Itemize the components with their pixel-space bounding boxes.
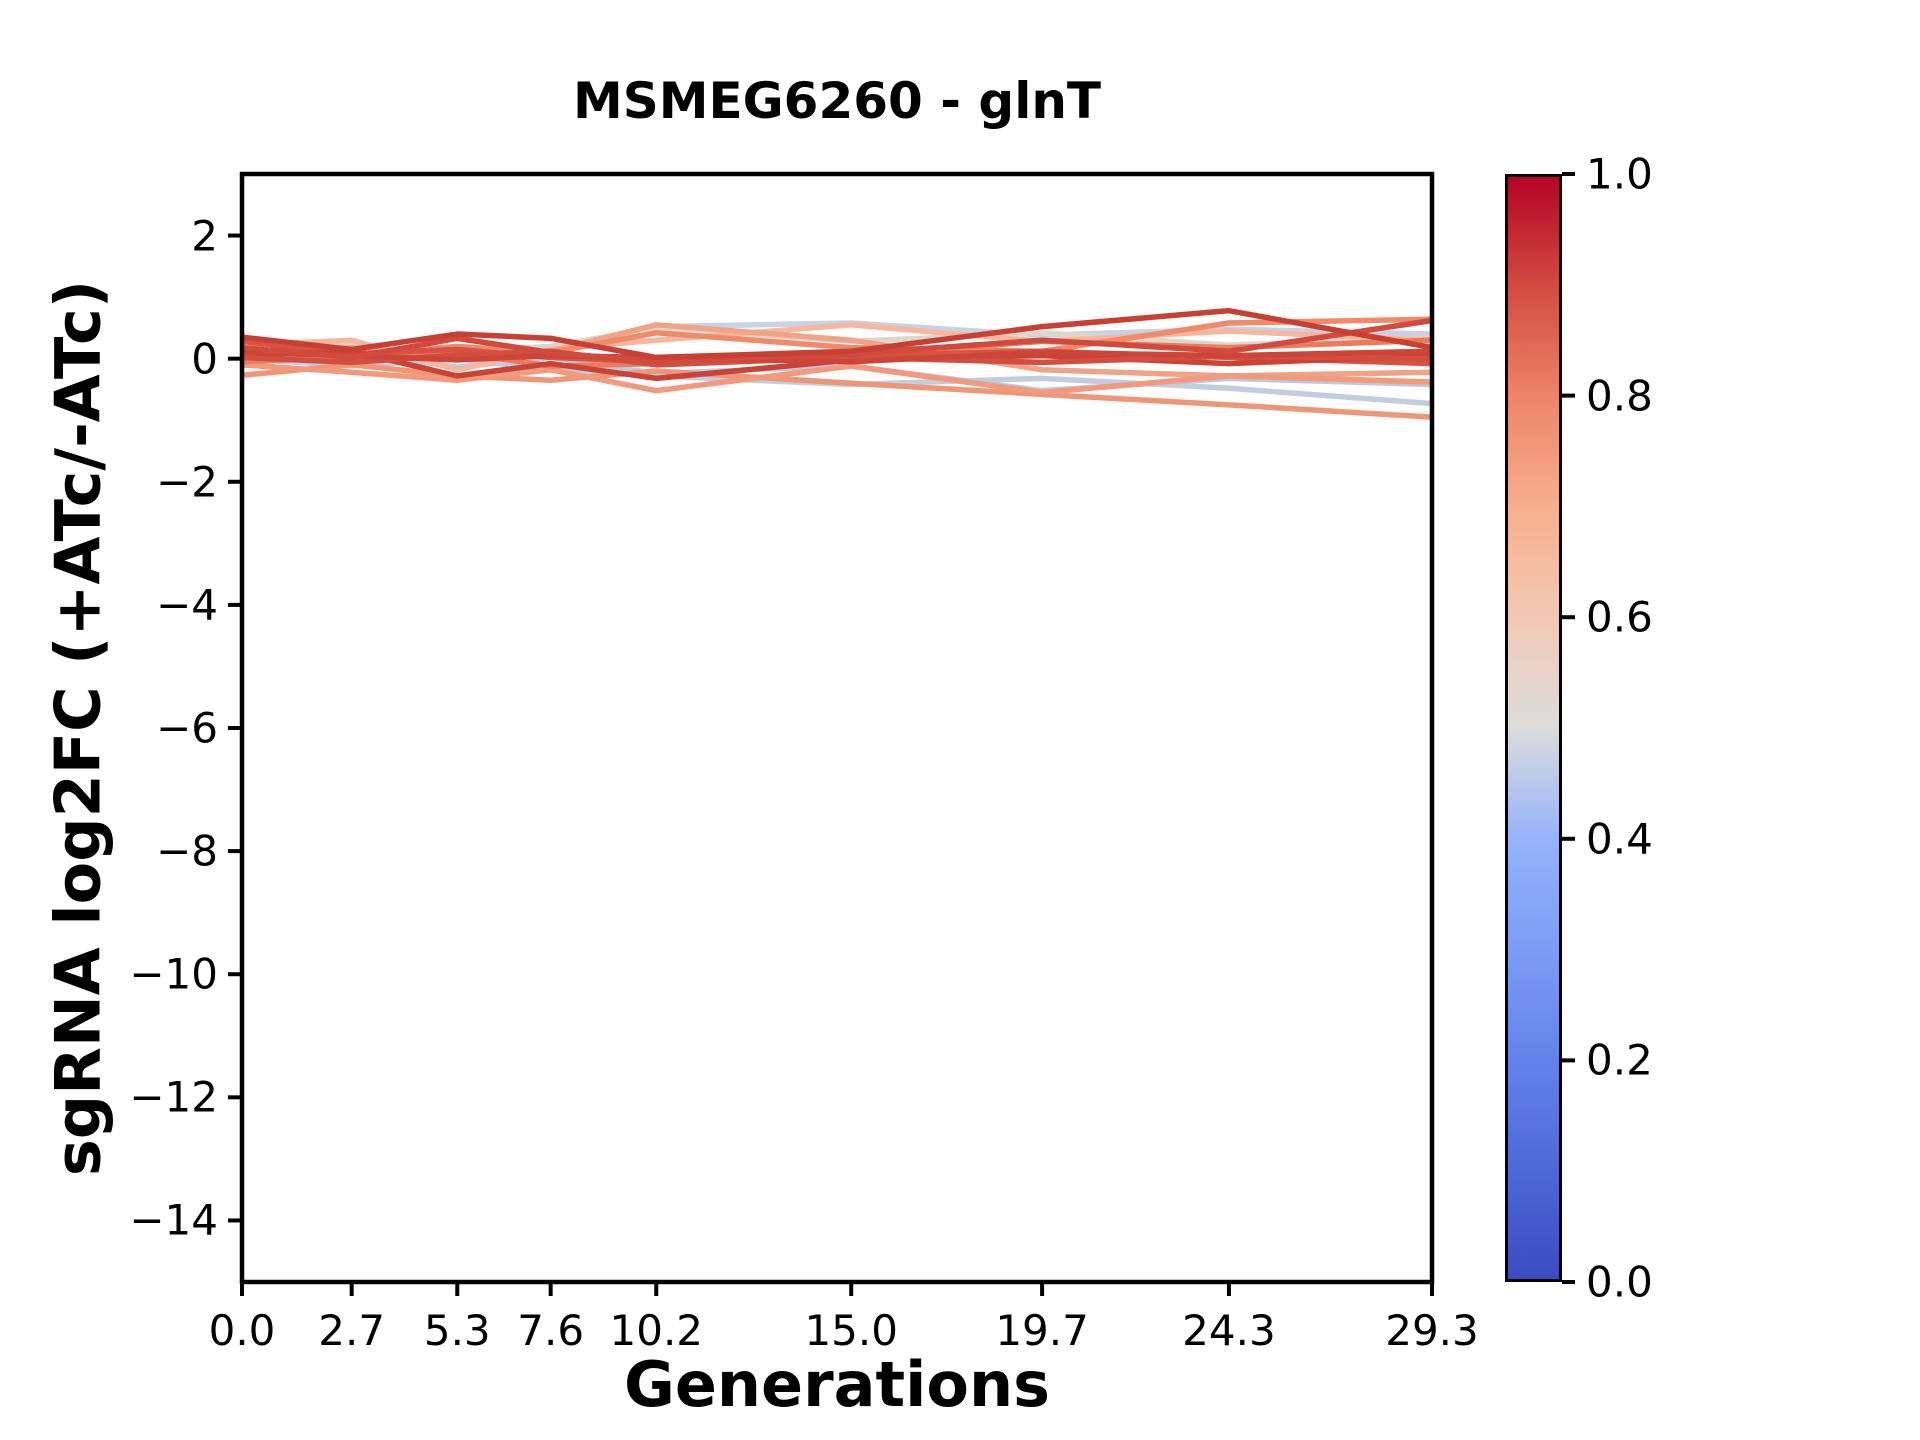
y-tick-label: −6 xyxy=(156,703,218,753)
colorbar-tick-label: 0.6 xyxy=(1586,592,1653,642)
colorbar-tick-label: 0.0 xyxy=(1586,1257,1653,1307)
colorbar-tick-label: 0.2 xyxy=(1586,1035,1653,1085)
x-tick-label: 2.7 xyxy=(318,1306,386,1355)
y-tick-label: 2 xyxy=(191,211,218,261)
colorbar-tick-label: 0.8 xyxy=(1586,371,1653,421)
y-tick-label: 0 xyxy=(191,334,218,384)
series-line xyxy=(241,362,1433,396)
colorbar xyxy=(1505,174,1562,1282)
x-tick-label: 10.2 xyxy=(609,1306,704,1355)
y-tick-label: −14 xyxy=(129,1195,218,1245)
x-tick-label: 19.7 xyxy=(995,1306,1089,1355)
x-tick-label: 29.3 xyxy=(1385,1306,1479,1355)
series-line xyxy=(241,348,1433,368)
y-tick-label: −8 xyxy=(156,826,218,876)
x-tick-label: 7.6 xyxy=(517,1306,585,1355)
x-tick-label: 15.0 xyxy=(804,1306,898,1355)
x-tick-label: 5.3 xyxy=(423,1306,491,1355)
y-tick-label: −10 xyxy=(129,949,218,999)
series-line xyxy=(241,325,1433,356)
x-axis-label: Generations xyxy=(623,1348,1051,1421)
series-line xyxy=(241,307,1433,361)
y-tick-label: −2 xyxy=(156,457,218,507)
chart-title: MSMEG6260 - glnT xyxy=(572,72,1102,130)
y-tick-label: −4 xyxy=(156,580,218,630)
series-line xyxy=(241,362,1433,420)
series-line xyxy=(241,317,1433,365)
x-tick-label: 0.0 xyxy=(208,1306,276,1355)
x-tick-label: 24.3 xyxy=(1182,1306,1276,1355)
colorbar-tick-label: 1.0 xyxy=(1586,149,1653,199)
colorbar-tick-label: 0.4 xyxy=(1586,814,1653,864)
y-tick-label: −12 xyxy=(129,1072,218,1122)
